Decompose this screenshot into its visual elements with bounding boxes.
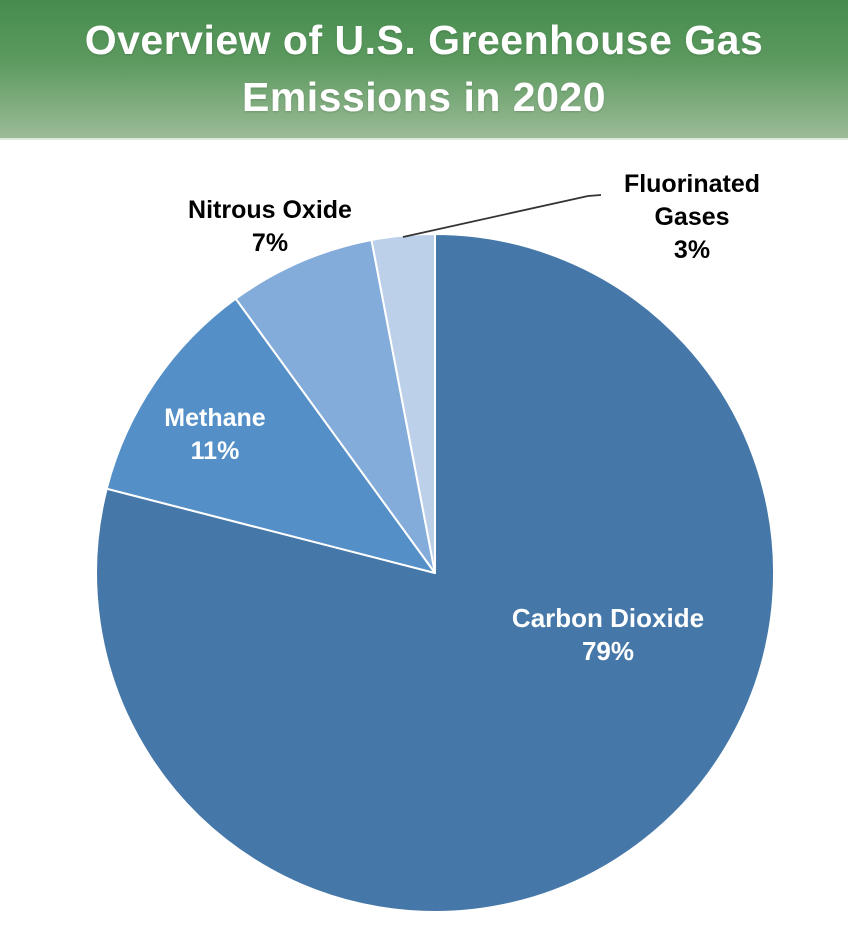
slice-label-methane-name: Methane (164, 404, 266, 432)
page-title-line-1: Overview of U.S. Greenhouse Gas (84, 17, 764, 63)
slice-label-fluorinated-gases-value: 3% (673, 236, 711, 264)
slice-label-carbon-dioxide: Carbon Dioxide 79% (512, 602, 704, 668)
slice-label-fluorinated-gases: Fluorinated Gases 3% (600, 168, 785, 267)
pie-slice-fluorinated-gases (370, 233, 436, 574)
page-title-line-2: Emissions in 2020 (241, 74, 606, 120)
slice-label-nitrous-oxide: Nitrous Oxide 7% (188, 194, 352, 260)
pie-slice-nitrous-oxide (234, 239, 436, 574)
leader-line-fluorinated-gases (402, 194, 602, 238)
slice-label-carbon-dioxide-value: 79% (581, 636, 635, 666)
slice-label-carbon-dioxide-name: Carbon Dioxide (511, 603, 705, 633)
slice-label-nitrous-oxide-name: Nitrous Oxide (188, 196, 352, 224)
pie-chart: Nitrous Oxide 7% Fluorinated Gases 3% Me… (0, 140, 848, 930)
page-header: Overview of U.S. Greenhouse Gas Emission… (0, 0, 848, 140)
pie-svg (95, 194, 776, 913)
slice-label-methane-value: 11% (190, 437, 240, 465)
pie-slice-methane (105, 297, 436, 574)
slice-label-methane: Methane 11% (164, 402, 265, 468)
slice-label-fluorinated-gases-name: Fluorinated Gases (623, 170, 761, 231)
slice-label-nitrous-oxide-value: 7% (251, 229, 289, 257)
